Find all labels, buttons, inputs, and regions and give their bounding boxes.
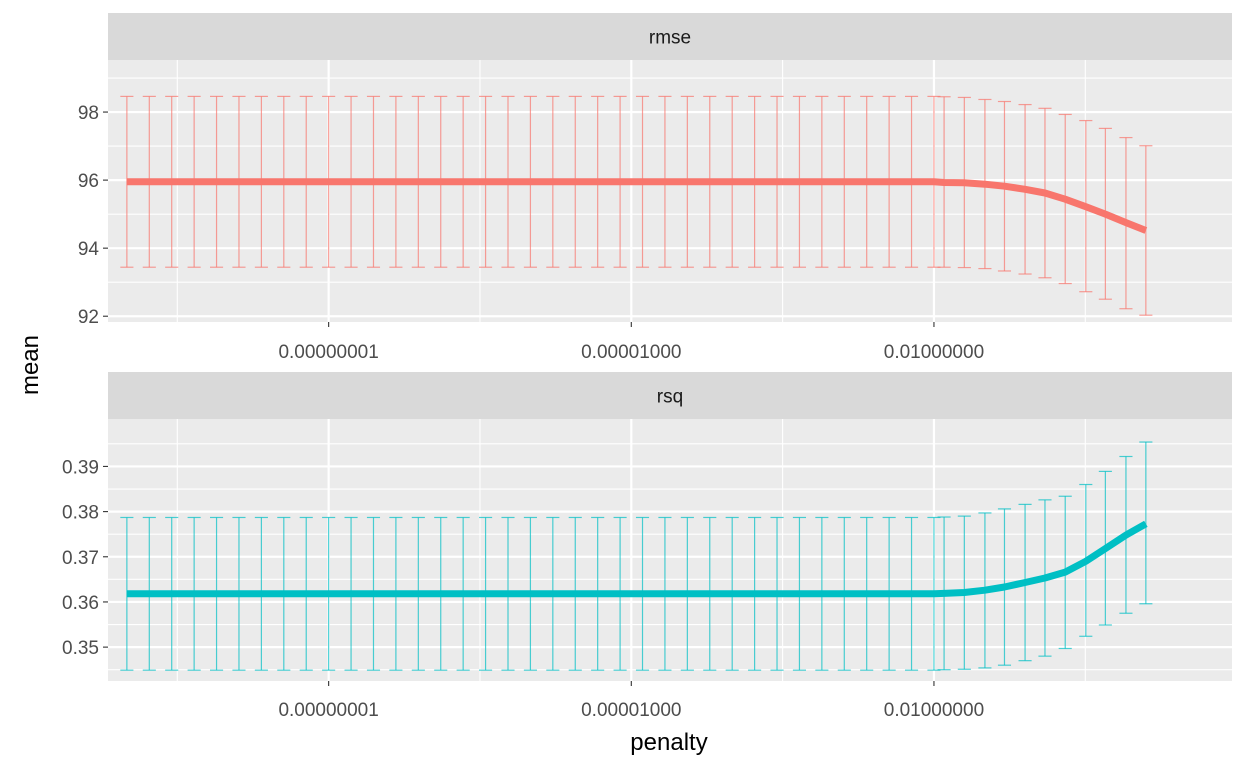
- x-tick-label: 0.00001000: [581, 342, 681, 363]
- y-tick-label: 0.37: [62, 548, 99, 569]
- error-bar: [1139, 441, 1153, 605]
- facet-panel-rmse: rmse 92 94 96 98 0.00000001 0.00001000 0.010000…: [78, 13, 1232, 363]
- facet-panel-rsq: rsq 0.35 0.36 0.37 0.38 0.39 0.00000001 0.00001…: [62, 372, 1232, 721]
- y-tick-label: 96: [78, 171, 99, 192]
- x-tick-label: 0.00001000: [581, 700, 681, 721]
- y-tick-label: 98: [78, 103, 99, 124]
- y-tick-label: 92: [78, 307, 99, 328]
- x-tick-label: 0.01000000: [884, 700, 984, 721]
- facet-strip: [108, 13, 1232, 60]
- panel-background: [108, 419, 1232, 681]
- facet-strip-label: rsq: [657, 387, 683, 408]
- y-tick-label: 0.35: [62, 638, 99, 659]
- error-bar: [120, 516, 134, 671]
- x-tick-label: 0.00000001: [278, 342, 378, 363]
- y-tick-label: 0.38: [62, 503, 99, 524]
- x-axis-title: penalty: [630, 729, 707, 756]
- y-tick-label: 94: [78, 239, 100, 260]
- y-tick-label: 0.36: [62, 593, 99, 614]
- x-tick-label: 0.01000000: [884, 342, 984, 363]
- mean-line: [126, 178, 1148, 234]
- x-tick-label: 0.00000001: [278, 700, 378, 721]
- y-tick-label: 0.39: [62, 457, 99, 478]
- facet-strip-label: rmse: [649, 28, 691, 49]
- error-bar: [120, 95, 134, 268]
- y-axis-title: mean: [17, 335, 44, 395]
- facet-strip: [108, 372, 1232, 419]
- mean-line: [126, 520, 1148, 598]
